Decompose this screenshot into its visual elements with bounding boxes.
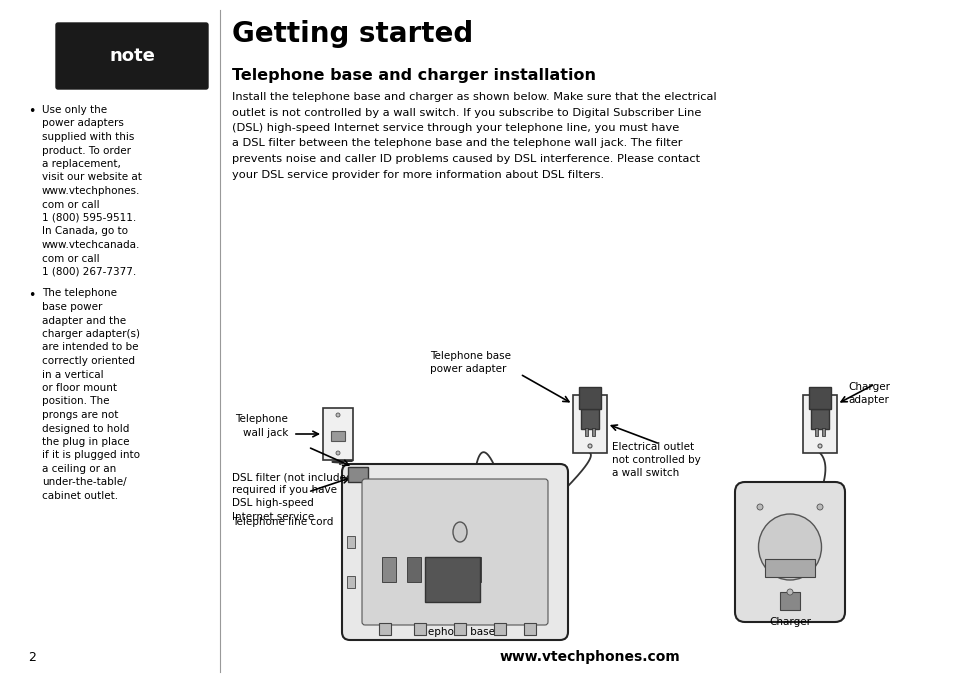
Text: www.vtechphones.: www.vtechphones. (42, 186, 140, 196)
Bar (780, 592, 800, 610)
Text: or floor mount: or floor mount (42, 383, 117, 393)
Text: Telephone line cord: Telephone line cord (232, 517, 333, 527)
Text: 1 (800) 267-7377.: 1 (800) 267-7377. (42, 267, 136, 277)
Bar (808, 387, 830, 409)
Text: a DSL filter between the telephone base and the telephone wall jack. The filter: a DSL filter between the telephone base … (232, 138, 681, 149)
Ellipse shape (786, 589, 792, 595)
Text: a replacement,: a replacement, (42, 159, 121, 169)
Bar (814, 428, 817, 436)
Bar (447, 557, 460, 582)
Text: Getting started: Getting started (232, 20, 473, 48)
Bar (802, 395, 836, 453)
Bar (578, 387, 600, 409)
Text: position. The: position. The (42, 396, 110, 406)
Bar (592, 428, 595, 436)
Bar (454, 623, 465, 635)
Text: if it is plugged into: if it is plugged into (42, 451, 140, 460)
Bar (764, 559, 814, 577)
Text: product. To order: product. To order (42, 145, 131, 155)
Text: Use only the: Use only the (42, 105, 107, 115)
Bar (348, 467, 368, 482)
Text: •: • (28, 105, 35, 118)
Text: prevents noise and caller ID problems caused by DSL interference. Please contact: prevents noise and caller ID problems ca… (232, 154, 700, 164)
Text: cabinet outlet.: cabinet outlet. (42, 491, 118, 501)
Text: Telephone base: Telephone base (414, 627, 495, 637)
Bar (523, 623, 536, 635)
Bar (347, 536, 355, 548)
Ellipse shape (335, 451, 339, 455)
Bar (427, 557, 440, 582)
Text: Install the telephone base and charger as shown below. Make sure that the electr: Install the telephone base and charger a… (232, 92, 716, 102)
Ellipse shape (335, 413, 339, 417)
Text: adapter and the: adapter and the (42, 316, 126, 325)
Text: charger adapter(s): charger adapter(s) (42, 329, 140, 339)
FancyBboxPatch shape (56, 23, 208, 89)
Ellipse shape (587, 444, 592, 448)
Text: In Canada, go to: In Canada, go to (42, 226, 128, 237)
Text: the plug in place: the plug in place (42, 437, 130, 447)
Text: •: • (28, 288, 35, 301)
Text: Telephone base
power adapter: Telephone base power adapter (430, 351, 511, 374)
Bar (821, 428, 824, 436)
Text: com or call: com or call (42, 254, 99, 263)
Text: prongs are not: prongs are not (42, 410, 118, 420)
Text: note: note (109, 47, 154, 65)
Ellipse shape (758, 514, 821, 580)
Bar (573, 395, 606, 453)
Text: correctly oriented: correctly oriented (42, 356, 135, 366)
Text: The telephone: The telephone (42, 288, 117, 299)
Ellipse shape (587, 400, 592, 404)
Ellipse shape (817, 444, 821, 448)
Text: designed to hold: designed to hold (42, 424, 130, 434)
Bar (424, 557, 479, 602)
Text: Telephone
wall jack: Telephone wall jack (234, 415, 288, 438)
Text: under-the-table/: under-the-table/ (42, 477, 127, 488)
Bar (580, 409, 598, 429)
FancyBboxPatch shape (734, 482, 844, 622)
Text: Telephone base and charger installation: Telephone base and charger installation (232, 68, 596, 83)
Bar (381, 557, 395, 582)
Text: visit our website at: visit our website at (42, 173, 142, 183)
Text: Charger
adapter: Charger adapter (847, 382, 889, 405)
Text: your DSL service provider for more information about DSL filters.: your DSL service provider for more infor… (232, 170, 603, 179)
Text: outlet is not controlled by a wall switch. If you subscribe to Digital Subscribe: outlet is not controlled by a wall switc… (232, 108, 700, 117)
Text: Electrical outlet
not controlled by
a wall switch: Electrical outlet not controlled by a wa… (612, 442, 700, 478)
Ellipse shape (816, 504, 822, 510)
Text: www.vtechcanada.: www.vtechcanada. (42, 240, 140, 250)
Text: a ceiling or an: a ceiling or an (42, 464, 116, 474)
Bar (378, 623, 391, 635)
Bar (323, 408, 353, 460)
Bar (810, 409, 828, 429)
Text: com or call: com or call (42, 200, 99, 209)
Text: are intended to be: are intended to be (42, 342, 138, 353)
Text: 2: 2 (28, 651, 36, 664)
Bar (584, 428, 587, 436)
Ellipse shape (453, 522, 467, 542)
Text: www.vtechphones.com: www.vtechphones.com (499, 650, 679, 664)
Ellipse shape (757, 504, 762, 510)
Text: (DSL) high-speed Internet service through your telephone line, you must have: (DSL) high-speed Internet service throug… (232, 123, 679, 133)
Text: DSL filter (not included)
required if you have
DSL high-speed
Internet service: DSL filter (not included) required if yo… (232, 472, 356, 522)
Text: in a vertical: in a vertical (42, 370, 104, 379)
Bar (414, 623, 426, 635)
FancyBboxPatch shape (361, 479, 547, 625)
Bar (467, 557, 480, 582)
Bar (347, 576, 355, 588)
Text: Charger: Charger (768, 617, 810, 627)
Text: power adapters: power adapters (42, 119, 124, 128)
Text: supplied with this: supplied with this (42, 132, 134, 142)
Text: 1 (800) 595-9511.: 1 (800) 595-9511. (42, 213, 136, 223)
Ellipse shape (817, 400, 821, 404)
Bar (407, 557, 420, 582)
FancyBboxPatch shape (341, 464, 567, 640)
Bar (494, 623, 505, 635)
Bar (331, 431, 345, 441)
Text: base power: base power (42, 302, 102, 312)
